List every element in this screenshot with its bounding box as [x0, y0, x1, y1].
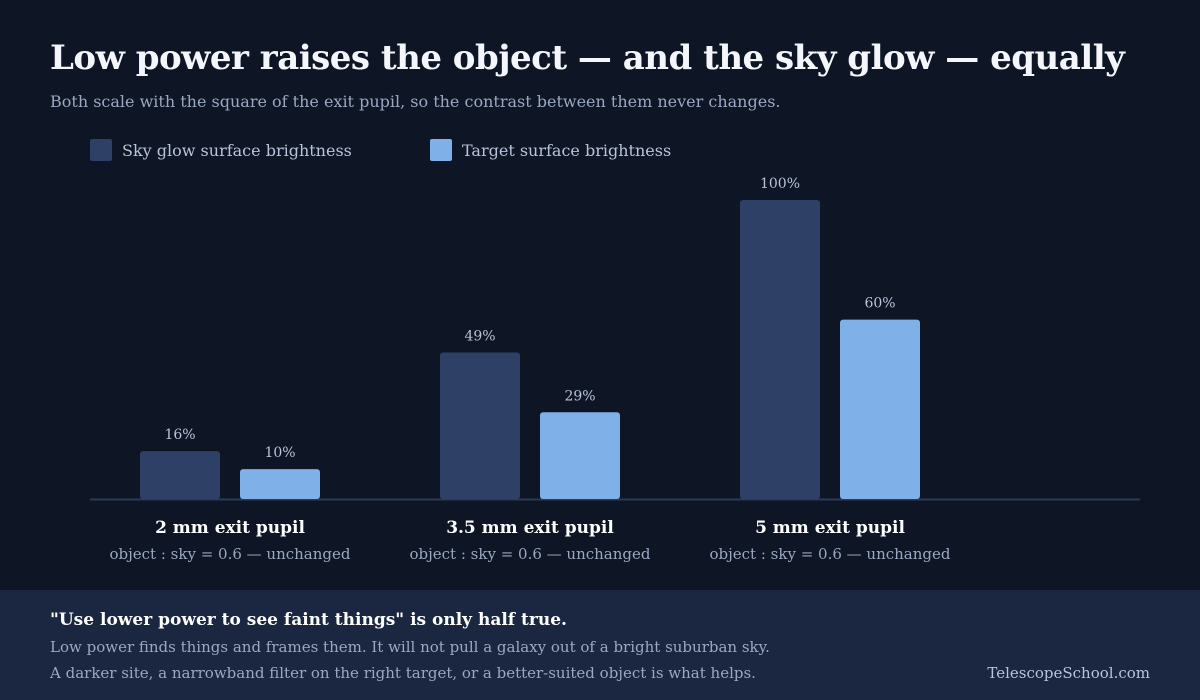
brand-link[interactable]: TelescopeSchool.com — [987, 664, 1150, 682]
data-label-target-1: 29% — [564, 388, 595, 404]
bar-target-1 — [540, 412, 620, 499]
legend-label-target: Target surface brightness — [462, 140, 672, 160]
bar-chart: 16% 10% 2 mm exit pupil object : sky = 0.6 … — [90, 176, 1140, 563]
footer-panel: "Use lower power to see faint things" is… — [0, 590, 1200, 700]
bar-target-0 — [240, 469, 320, 499]
category-label-0: 2 mm exit pupil — [155, 518, 305, 538]
legend-label-sky: Sky glow surface brightness — [122, 140, 352, 160]
data-label-target-0: 10% — [264, 445, 295, 461]
footer-headline: "Use lower power to see faint things" is… — [50, 610, 567, 630]
legend-swatch-target — [430, 139, 452, 161]
legend-item-sky: Sky glow surface brightness — [90, 139, 352, 161]
category-note-1: object : sky = 0.6 — unchanged — [409, 545, 650, 563]
legend-swatch-sky — [90, 139, 112, 161]
category-note-2: object : sky = 0.6 — unchanged — [709, 545, 950, 563]
category-label-1: 3.5 mm exit pupil — [446, 518, 614, 538]
data-label-sky-1: 49% — [464, 328, 495, 344]
legend-item-target: Target surface brightness — [430, 139, 671, 161]
bar-sky-0 — [140, 451, 220, 499]
chart-subtitle: Both scale with the square of the exit p… — [50, 92, 781, 111]
category-note-0: object : sky = 0.6 — unchanged — [109, 545, 350, 563]
bar-sky-2 — [740, 200, 820, 499]
data-label-target-2: 60% — [864, 296, 895, 312]
bar-target-2 — [840, 319, 920, 499]
category-label-2: 5 mm exit pupil — [755, 518, 905, 538]
chart-title: Low power raises the object — and the sk… — [50, 38, 1125, 78]
data-label-sky-0: 16% — [164, 427, 195, 443]
bar-sky-1 — [440, 352, 520, 499]
footer-line-2: A darker site, a narrowband filter on th… — [50, 664, 756, 682]
footer-line-1: Low power finds things and frames them. … — [50, 638, 770, 656]
data-label-sky-2: 100% — [760, 176, 800, 192]
